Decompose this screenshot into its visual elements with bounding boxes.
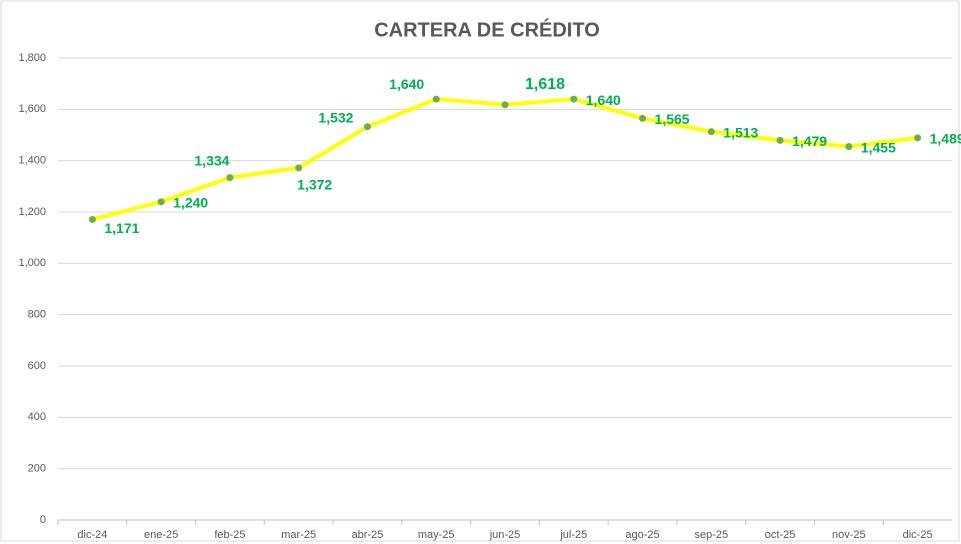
data-label: 1,640 xyxy=(586,92,621,108)
x-tick-label: mar-25 xyxy=(281,529,316,541)
y-tick-label: 0 xyxy=(40,514,46,526)
x-tick-label: jul-25 xyxy=(559,529,587,541)
data-point xyxy=(639,114,647,122)
x-tick-label: abr-25 xyxy=(352,529,384,541)
x-tick-label: may-25 xyxy=(418,529,455,541)
y-tick-label: 1,000 xyxy=(18,257,46,269)
x-tick-label: ago-25 xyxy=(625,529,659,541)
data-point xyxy=(914,134,922,142)
data-label: 1,640 xyxy=(389,76,424,92)
y-tick-label: 800 xyxy=(28,309,46,321)
y-tick-label: 200 xyxy=(28,463,46,475)
data-point xyxy=(501,101,509,109)
data-label: 1,240 xyxy=(173,194,208,210)
x-tick-label: oct-25 xyxy=(765,529,796,541)
data-point xyxy=(432,95,440,103)
data-point xyxy=(226,174,234,182)
data-point xyxy=(707,128,715,136)
x-tick-label: nov-25 xyxy=(832,529,866,541)
data-label: 1,171 xyxy=(104,220,139,236)
data-label: 1,479 xyxy=(792,133,827,149)
x-tick-label: dic-25 xyxy=(903,529,933,541)
x-tick-label: dic-24 xyxy=(77,529,107,541)
chart-title: CARTERA DE CRÉDITO xyxy=(374,18,600,41)
data-label: 1,513 xyxy=(723,124,758,140)
y-tick-label: 1,200 xyxy=(18,206,46,218)
data-label: 1,618 xyxy=(525,76,565,93)
data-label: 1,455 xyxy=(861,139,896,155)
data-point xyxy=(363,123,371,131)
y-tick-label: 1,600 xyxy=(18,103,46,115)
data-label: 1,565 xyxy=(655,111,690,127)
data-label: 1,334 xyxy=(194,152,229,168)
data-point xyxy=(157,198,165,206)
data-point xyxy=(845,143,853,151)
x-tick-label: ene-25 xyxy=(144,529,178,541)
data-point xyxy=(570,95,578,103)
data-label: 1,489 xyxy=(930,131,961,147)
data-label: 1,532 xyxy=(318,109,353,125)
data-point xyxy=(88,215,96,223)
data-point xyxy=(295,164,303,172)
y-tick-label: 1,800 xyxy=(18,52,46,64)
data-point xyxy=(776,136,784,144)
x-tick-label: sep-25 xyxy=(694,529,728,541)
y-tick-label: 1,400 xyxy=(18,155,46,167)
y-tick-label: 400 xyxy=(28,411,46,423)
data-label: 1,372 xyxy=(297,177,332,193)
x-tick-label: jun-25 xyxy=(489,529,521,541)
x-tick-label: feb-25 xyxy=(214,529,245,541)
y-tick-label: 600 xyxy=(28,360,46,372)
